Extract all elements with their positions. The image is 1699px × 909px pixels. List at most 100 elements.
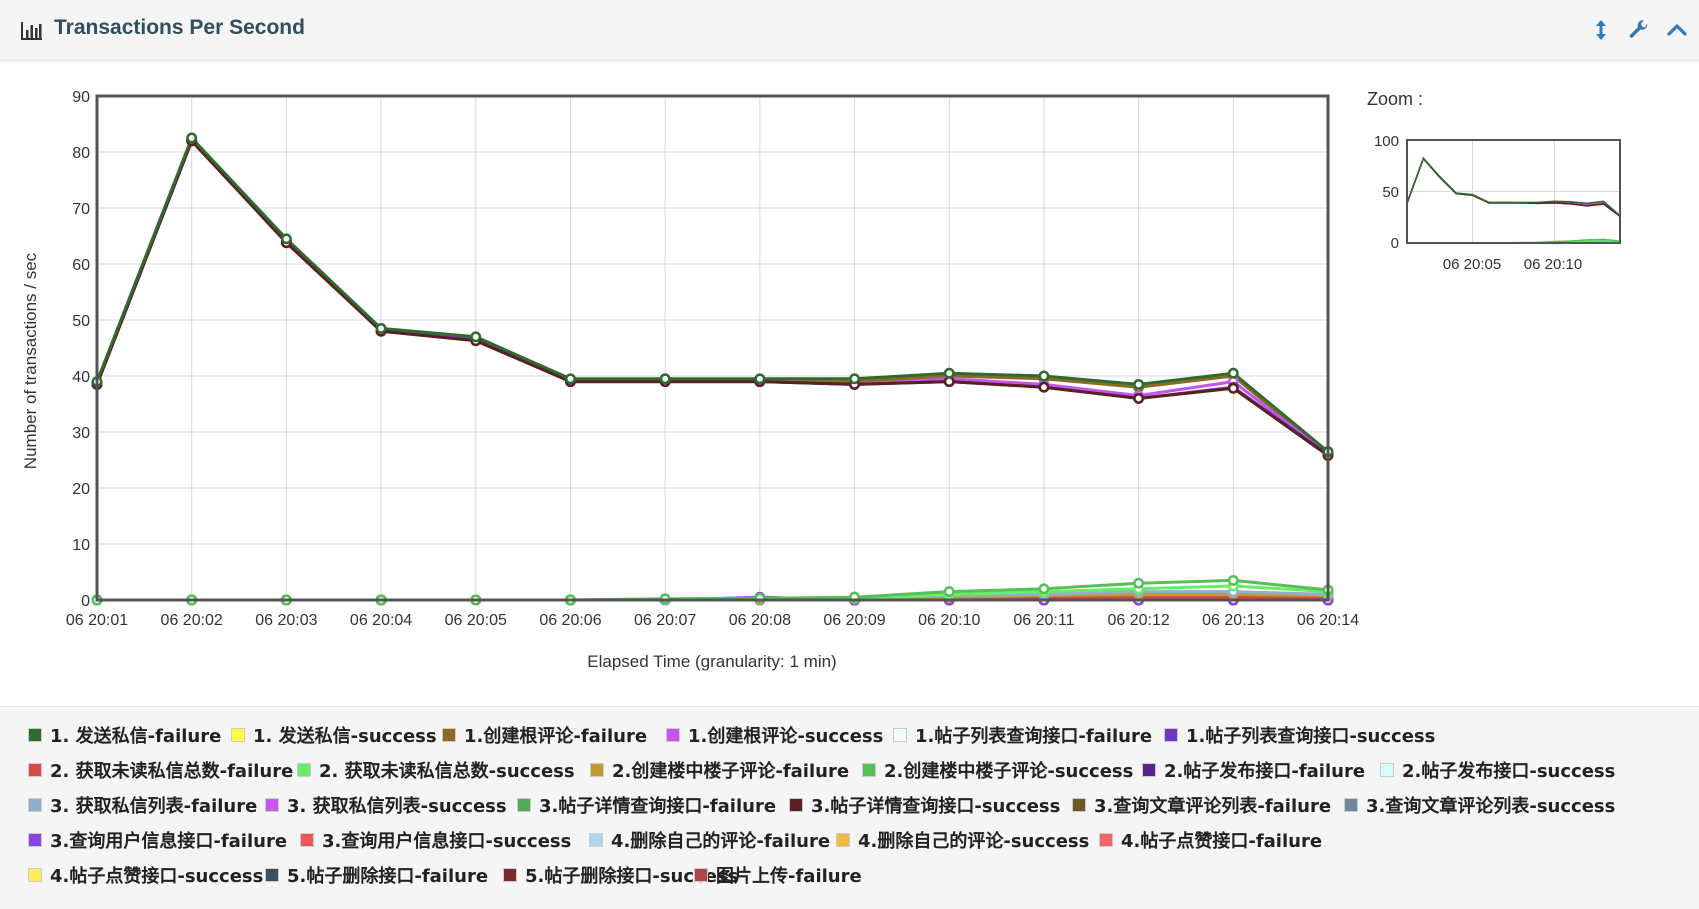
zoom-ytick: 0 (1391, 235, 1399, 252)
zoom-overview[interactable]: 100 50 0 06 20:05 06 20:10 (1374, 133, 1620, 273)
legend-item[interactable]: 2. 获取未读私信总数-failure (28, 758, 293, 782)
zoom-series-line (1407, 159, 1620, 217)
y-tick-label: 10 (72, 537, 90, 554)
data-point[interactable] (472, 333, 480, 341)
series-line (97, 141, 1328, 456)
zoom-ytick: 50 (1382, 184, 1399, 201)
legend-item[interactable]: 1.创建根评论-success (666, 723, 883, 747)
legend-item[interactable]: 1.创建根评论-failure (442, 723, 647, 747)
plot-frame (97, 96, 1328, 600)
y-tick-label: 80 (72, 145, 90, 162)
legend-swatch (789, 798, 803, 812)
legend-item[interactable]: 4.删除自己的评论-failure (589, 828, 830, 852)
legend-item[interactable]: 3.查询用户信息接口-success (300, 828, 571, 852)
panel-title: Transactions Per Second (54, 16, 305, 40)
legend-swatch (442, 728, 456, 742)
legend-item[interactable]: 1. 发送私信-success (231, 723, 437, 747)
data-point[interactable] (850, 375, 858, 383)
chart-grid (97, 96, 1328, 600)
chart-points (93, 134, 1332, 604)
zoom-series-line (1407, 158, 1620, 216)
x-tick-label: 06 20:03 (255, 612, 317, 629)
legend-item[interactable]: 3.查询用户信息接口-failure (28, 828, 287, 852)
data-point[interactable] (1134, 579, 1142, 587)
legend-swatch (589, 833, 603, 847)
bar-chart-icon (21, 21, 43, 41)
data-point[interactable] (945, 369, 953, 377)
legend-item[interactable]: 4.帖子点赞接口-failure (1099, 828, 1322, 852)
wrench-icon[interactable] (1627, 18, 1651, 42)
legend-item[interactable]: 1.帖子列表查询接口-failure (893, 723, 1152, 747)
legend-label: 3.查询文章评论列表-success (1366, 792, 1615, 818)
legend-item[interactable]: 3.查询文章评论列表-success (1344, 793, 1615, 817)
series-line (97, 141, 1328, 455)
legend-swatch (590, 763, 604, 777)
legend-swatch (265, 798, 279, 812)
series-line (97, 138, 1328, 452)
data-point[interactable] (1040, 585, 1048, 593)
legend-swatch (862, 763, 876, 777)
data-point[interactable] (945, 587, 953, 595)
data-point[interactable] (187, 134, 195, 142)
legend-item[interactable]: 图片上传-failure (694, 863, 862, 887)
legend-label: 图片上传-failure (716, 862, 862, 888)
data-point[interactable] (566, 375, 574, 383)
legend-label: 1. 发送私信-failure (50, 722, 221, 748)
legend-item[interactable]: 3. 获取私信列表-success (265, 793, 507, 817)
data-point[interactable] (1040, 383, 1048, 391)
legend-item[interactable]: 4.帖子点赞接口-success (28, 863, 263, 887)
legend-item[interactable]: 2.创建楼中楼子评论-success (862, 758, 1133, 782)
legend-label: 2.帖子发布接口-failure (1164, 757, 1365, 783)
legend-label: 2.帖子发布接口-success (1402, 757, 1615, 783)
y-tick-label: 90 (72, 89, 90, 106)
legend-item[interactable]: 1. 发送私信-failure (28, 723, 221, 747)
data-point[interactable] (1134, 394, 1142, 402)
data-point[interactable] (1229, 384, 1237, 392)
legend-item[interactable]: 4.删除自己的评论-success (836, 828, 1089, 852)
y-tick-label: 50 (72, 313, 90, 330)
zoom-series-line (1407, 159, 1620, 217)
legend-item[interactable]: 2.创建楼中楼子评论-failure (590, 758, 849, 782)
vertical-resize-icon[interactable] (1589, 18, 1613, 42)
legend-swatch (893, 728, 907, 742)
data-point[interactable] (1134, 380, 1142, 388)
legend-item[interactable]: 1.帖子列表查询接口-success (1164, 723, 1435, 747)
legend-swatch (503, 868, 517, 882)
legend-label: 5.帖子删除接口-failure (287, 862, 488, 888)
zoom-xtick: 06 20:05 (1443, 256, 1501, 273)
data-point[interactable] (1040, 372, 1048, 380)
legend-label: 3.帖子详情查询接口-failure (539, 792, 776, 818)
data-point[interactable] (377, 324, 385, 332)
y-tick-label: 40 (72, 369, 90, 386)
legend-swatch (836, 833, 850, 847)
legend-item[interactable]: 3.帖子详情查询接口-failure (517, 793, 776, 817)
legend-item[interactable]: 3.帖子详情查询接口-success (789, 793, 1060, 817)
data-point[interactable] (282, 235, 290, 243)
legend-item[interactable]: 2.帖子发布接口-failure (1142, 758, 1365, 782)
legend-swatch (517, 798, 531, 812)
legend-item[interactable]: 3. 获取私信列表-failure (28, 793, 257, 817)
legend-swatch (28, 868, 42, 882)
legend-item[interactable]: 2. 获取未读私信总数-success (297, 758, 575, 782)
legend-item[interactable]: 5.帖子删除接口-failure (265, 863, 488, 887)
chevron-up-icon[interactable] (1665, 18, 1689, 42)
legend-item[interactable]: 3.查询文章评论列表-failure (1072, 793, 1331, 817)
x-axis-label: Elapsed Time (granularity: 1 min) (587, 652, 836, 671)
x-tick-label: 06 20:01 (66, 612, 128, 629)
x-tick-label: 06 20:08 (729, 612, 791, 629)
legend-label: 3.帖子详情查询接口-success (811, 792, 1060, 818)
legend-label: 3.查询用户信息接口-success (322, 827, 571, 853)
data-point[interactable] (1229, 369, 1237, 377)
data-point[interactable] (945, 377, 953, 385)
data-point[interactable] (756, 375, 764, 383)
data-point[interactable] (1229, 576, 1237, 584)
zoom-label: Zoom : (1367, 89, 1423, 109)
legend-swatch (1142, 763, 1156, 777)
legend-swatch (28, 728, 42, 742)
legend-label: 1. 发送私信-success (253, 722, 437, 748)
data-point[interactable] (661, 375, 669, 383)
legend-item[interactable]: 2.帖子发布接口-success (1380, 758, 1615, 782)
x-tick-label: 06 20:11 (1013, 612, 1074, 629)
